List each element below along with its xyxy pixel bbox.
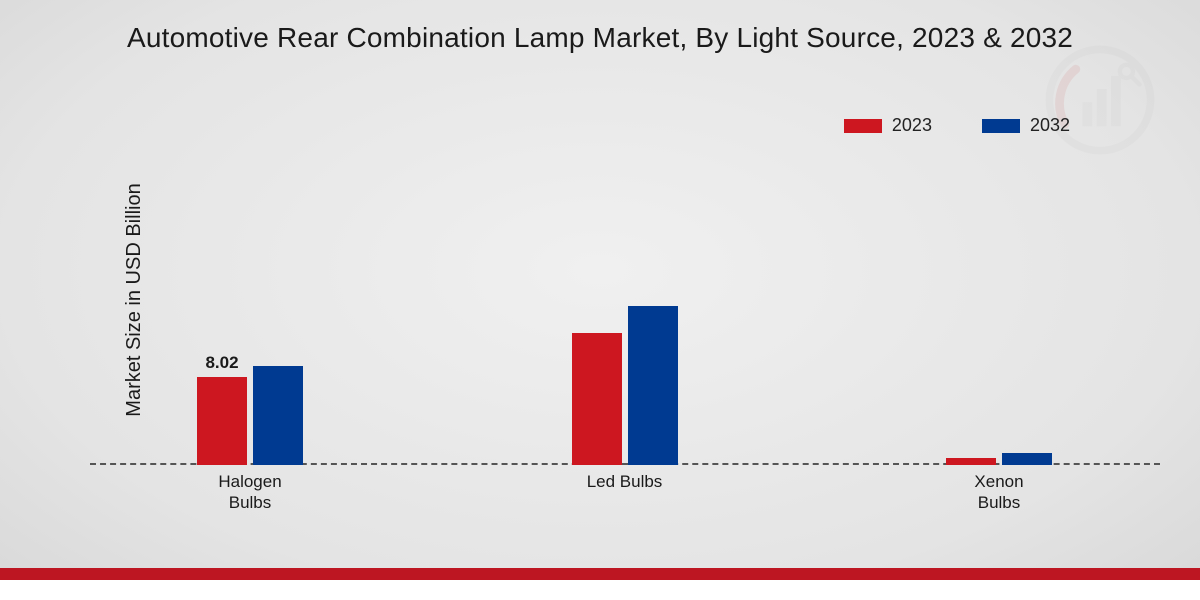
category-label: Halogen Bulbs <box>218 471 281 514</box>
category-label: Xenon Bulbs <box>974 471 1023 514</box>
chart-title: Automotive Rear Combination Lamp Market,… <box>0 22 1200 54</box>
bar-group: Led Bulbs <box>572 306 678 466</box>
bar <box>572 333 622 465</box>
bar-group: Xenon Bulbs <box>946 453 1052 465</box>
bar: 8.02 <box>197 377 247 465</box>
legend-label-2023: 2023 <box>892 115 932 136</box>
bar <box>628 306 678 466</box>
legend-swatch-2032 <box>982 119 1020 133</box>
legend: 2023 2032 <box>844 115 1070 136</box>
bar <box>1002 453 1052 465</box>
legend-label-2032: 2032 <box>1030 115 1070 136</box>
legend-item-2032: 2032 <box>982 115 1070 136</box>
legend-item-2023: 2023 <box>844 115 932 136</box>
legend-swatch-2023 <box>844 119 882 133</box>
bar <box>946 458 996 465</box>
bar <box>253 366 303 465</box>
bar-value-label: 8.02 <box>205 353 238 373</box>
plot-area: 8.02Halogen Bulbs Led Bulbs Xenon Bulbs <box>90 165 1160 505</box>
category-label: Led Bulbs <box>587 471 663 492</box>
bar-group: 8.02Halogen Bulbs <box>197 366 303 465</box>
footer-bar <box>0 580 1200 600</box>
